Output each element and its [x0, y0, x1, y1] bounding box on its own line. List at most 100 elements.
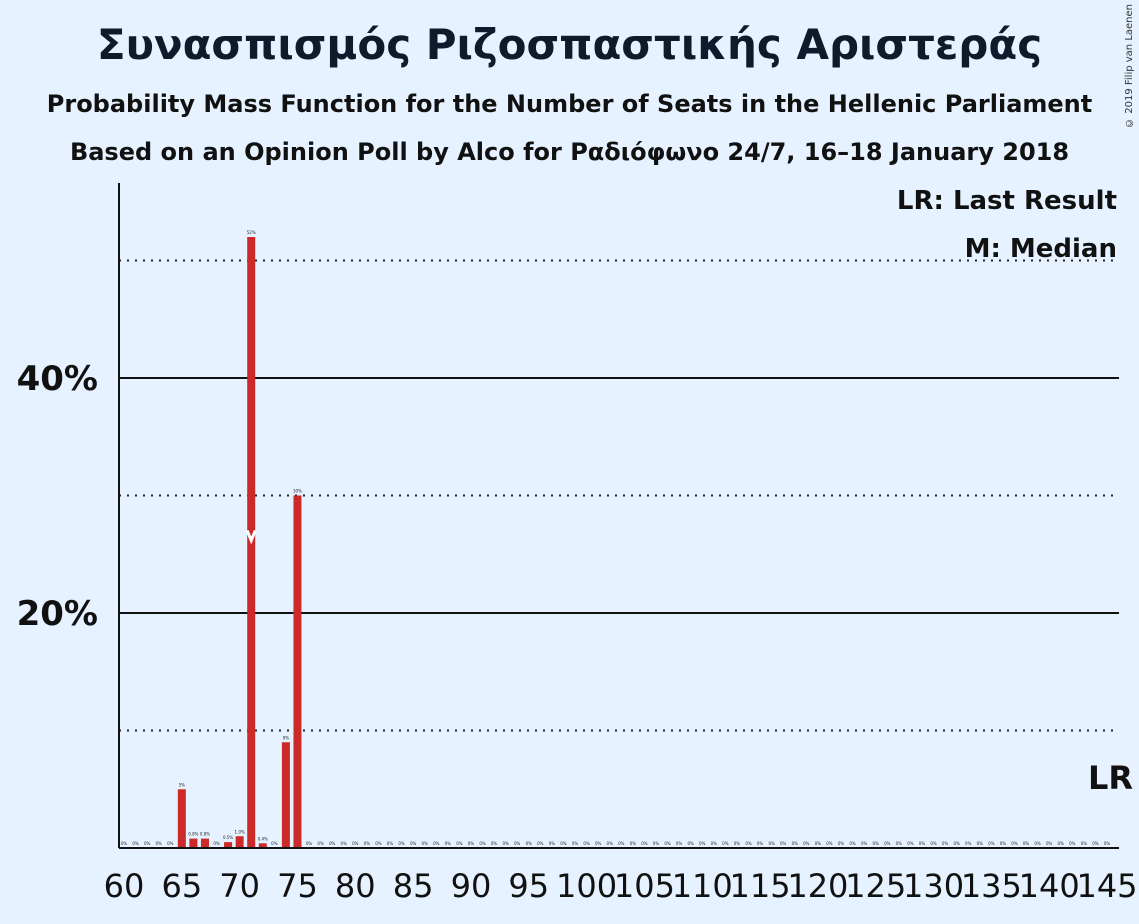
last-result-marker: LR [1088, 759, 1133, 797]
bar-label-79: 0% [341, 841, 348, 846]
x-tick-90: 90 [451, 867, 492, 905]
bar-label-138: 0% [1023, 841, 1030, 846]
x-tick-65: 65 [161, 867, 202, 905]
bar-label-91: 0% [479, 841, 486, 846]
bar-label-63: 0% [156, 841, 163, 846]
bar-label-128: 0% [907, 841, 914, 846]
bar-65 [177, 789, 186, 848]
bar-label-92: 0% [491, 841, 498, 846]
chart-subtitle: Probability Mass Function for the Number… [46, 90, 1093, 118]
bar-74 [281, 742, 290, 848]
bar-label-100: 0% [583, 841, 590, 846]
x-tick-85: 85 [393, 867, 434, 905]
bar-label-97: 0% [549, 841, 556, 846]
bar-label-127: 0% [896, 841, 903, 846]
axes: 20% 40% 60 65 70 75 80 85 90 95 100105110115120125… [17, 183, 1138, 905]
bar-66 [189, 838, 198, 848]
median-marker [245, 529, 257, 545]
bar-label-132: 0% [953, 841, 960, 846]
bar-label-114: 0% [745, 841, 752, 846]
bar-label-76: 0% [306, 841, 313, 846]
bar-label-134: 0% [977, 841, 984, 846]
bar-label-93: 0% [502, 841, 509, 846]
x-tick-100: 100 [556, 867, 617, 905]
bar-67 [200, 838, 209, 848]
legend-median: M: Median [965, 234, 1117, 264]
bar-label-83: 0% [387, 841, 394, 846]
bar-label-124: 0% [861, 841, 868, 846]
bar-label-107: 0% [664, 841, 671, 846]
bar-label-111: 0% [711, 841, 718, 846]
bar-label-116: 0% [768, 841, 775, 846]
bar-label-106: 0% [653, 841, 660, 846]
bar-label-117: 0% [780, 841, 787, 846]
x-tick-110: 110 [672, 867, 733, 905]
bar-label-98: 0% [560, 841, 567, 846]
markers: LR [245, 529, 1133, 797]
bar-label-125: 0% [873, 841, 880, 846]
bar-label-66: 0.8% [188, 832, 198, 837]
bar-label-123: 0% [849, 841, 856, 846]
bar-label-65: 5% [179, 782, 186, 787]
bar-series [177, 237, 302, 848]
bar-label-140: 0% [1046, 841, 1053, 846]
x-tick-105: 105 [614, 867, 675, 905]
x-tick-145: 145 [1076, 867, 1137, 905]
bar-label-95: 0% [526, 841, 533, 846]
bar-label-105: 0% [641, 841, 648, 846]
bar-label-78: 0% [329, 841, 336, 846]
chart-source: Based on an Opinion Poll by Alco for Ραδ… [69, 138, 1070, 166]
bar-label-118: 0% [792, 841, 799, 846]
bar-label-64: 0% [167, 841, 174, 846]
bar-label-109: 0% [687, 841, 694, 846]
x-tick-130: 130 [903, 867, 964, 905]
bar-label-133: 0% [965, 841, 972, 846]
bar-label-136: 0% [1000, 841, 1007, 846]
x-tick-115: 115 [730, 867, 791, 905]
bar-label-145: 0% [1104, 841, 1111, 846]
bar-label-80: 0% [352, 841, 359, 846]
bar-label-99: 0% [572, 841, 579, 846]
bar-label-102: 0% [607, 841, 614, 846]
bar-label-103: 0% [618, 841, 625, 846]
bar-label-82: 0% [375, 841, 382, 846]
y-tick-40: 40% [17, 359, 98, 399]
bar-label-94: 0% [514, 841, 521, 846]
bar-label-141: 0% [1058, 841, 1065, 846]
bar-label-81: 0% [364, 841, 371, 846]
bar-label-104: 0% [630, 841, 637, 846]
x-tick-70: 70 [219, 867, 260, 905]
bar-label-120: 0% [815, 841, 822, 846]
bar-label-75: 30% [293, 489, 302, 494]
bar-69 [224, 842, 233, 848]
bar-label-126: 0% [884, 841, 891, 846]
bar-label-90: 0% [468, 841, 475, 846]
bar-label-62: 0% [144, 841, 151, 846]
bar-72 [258, 843, 267, 848]
x-tick-95: 95 [508, 867, 549, 905]
bar-label-96: 0% [537, 841, 544, 846]
bar-label-108: 0% [676, 841, 683, 846]
bar-label-67: 0.8% [200, 832, 210, 837]
bar-label-144: 0% [1092, 841, 1099, 846]
bar-label-87: 0% [433, 841, 440, 846]
bar-label-142: 0% [1069, 841, 1076, 846]
bar-label-60: 0% [121, 841, 128, 846]
bar-label-70: 1.0% [235, 829, 245, 834]
bar-label-85: 0% [410, 841, 417, 846]
bar-75 [293, 495, 302, 848]
chart-title: Συνασπισμός Ριζοσπαστικής Αριστεράς [96, 20, 1043, 69]
bar-label-131: 0% [942, 841, 949, 846]
x-tick-75: 75 [277, 867, 318, 905]
x-tick-140: 140 [1019, 867, 1080, 905]
bar-label-139: 0% [1034, 841, 1041, 846]
bar-label-130: 0% [930, 841, 937, 846]
bar-label-135: 0% [988, 841, 995, 846]
x-tick-135: 135 [961, 867, 1022, 905]
bar-label-77: 0% [317, 841, 324, 846]
bar-label-119: 0% [803, 841, 810, 846]
bar-label-86: 0% [422, 841, 429, 846]
bar-label-71: 52% [247, 230, 256, 235]
bar-label-112: 0% [722, 841, 729, 846]
